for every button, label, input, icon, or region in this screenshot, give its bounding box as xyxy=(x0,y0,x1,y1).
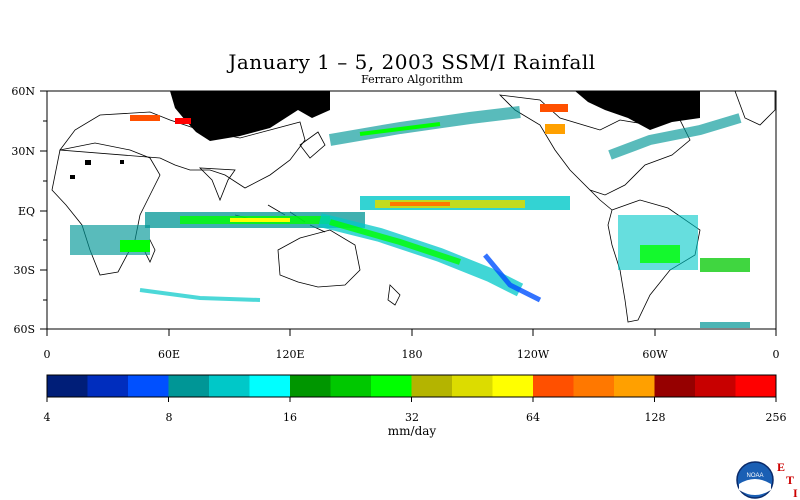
lon-label-60e: 60E xyxy=(158,348,180,361)
lat-label-60n: 60N xyxy=(11,85,35,98)
colorbar-tick-256: 256 xyxy=(766,411,787,424)
lon-label-0: 0 xyxy=(44,348,51,361)
colorbar-swatch xyxy=(695,375,736,397)
eti-letter-e: E xyxy=(777,460,785,474)
colorbar-swatch xyxy=(47,375,88,397)
colorbar-tick-64: 64 xyxy=(526,411,540,424)
colorbar-swatch xyxy=(209,375,250,397)
colorbar-swatch xyxy=(411,375,453,397)
lat-label-eq: EQ xyxy=(18,205,35,218)
colorbar-swatch xyxy=(533,375,574,397)
lon-label-180: 180 xyxy=(402,348,423,361)
colorbar-tick-128: 128 xyxy=(645,411,666,424)
rain-band-north-atlantic xyxy=(130,113,742,160)
colorbar-swatch xyxy=(573,375,615,397)
rain-area-south-america xyxy=(618,215,750,272)
rain-area-southern-africa xyxy=(70,225,150,255)
colorbar-labels: 4 8 16 32 64 128 256 xyxy=(44,411,787,424)
colorbar-swatch xyxy=(330,375,372,397)
rain-band-southern-ocean xyxy=(139,253,750,328)
map-title: January 1 – 5, 2003 SSM/I Rainfall xyxy=(228,50,596,74)
lat-label-30s: 30S xyxy=(13,264,35,277)
lon-label-120e: 120E xyxy=(275,348,304,361)
latitude-axis: 60N 30N EQ 30S 60S xyxy=(11,85,47,336)
eti-letter-t: T xyxy=(786,473,794,487)
colorbar-tick-16: 16 xyxy=(283,411,297,424)
noaa-logo-text: NOAA xyxy=(746,473,763,479)
colorbar-swatch xyxy=(735,375,777,397)
lat-label-60s: 60S xyxy=(13,323,35,336)
no-data-regions xyxy=(70,91,700,179)
colorbar-swatch xyxy=(168,375,210,397)
colorbar-tick-8: 8 xyxy=(166,411,173,424)
noaa-eti-logo: NOAA E T I xyxy=(736,460,798,500)
rain-band-indian-ocean xyxy=(145,212,365,228)
colorbar-swatch xyxy=(452,375,493,397)
lon-label-60w: 60W xyxy=(642,348,668,361)
colorbar xyxy=(46,374,777,402)
colorbar-swatch xyxy=(492,375,534,397)
colorbar-tick-4: 4 xyxy=(44,411,51,424)
colorbar-swatch xyxy=(371,375,412,397)
longitude-axis: 0 60E 120E 180 120W 60W 0 xyxy=(44,329,780,361)
colorbar-swatch xyxy=(614,375,655,397)
lon-label-120w: 120W xyxy=(517,348,550,361)
rain-band-spcz xyxy=(318,213,524,297)
lon-label-0-end: 0 xyxy=(773,348,780,361)
colorbar-tick-32: 32 xyxy=(405,411,419,424)
rain-band-itcz-pacific xyxy=(360,196,570,210)
colorbar-swatch xyxy=(87,375,129,397)
colorbar-swatch xyxy=(290,375,331,397)
colorbar-unit: mm/day xyxy=(387,424,437,438)
map-subtitle: Ferraro Algorithm xyxy=(361,73,463,86)
colorbar-swatch xyxy=(249,375,291,397)
lat-label-30n: 30N xyxy=(11,145,35,158)
eti-letter-i: I xyxy=(793,486,798,500)
rain-band-north-pacific xyxy=(328,104,568,146)
map-panel xyxy=(46,90,777,330)
colorbar-swatch xyxy=(654,375,696,397)
colorbar-swatch xyxy=(128,375,169,397)
